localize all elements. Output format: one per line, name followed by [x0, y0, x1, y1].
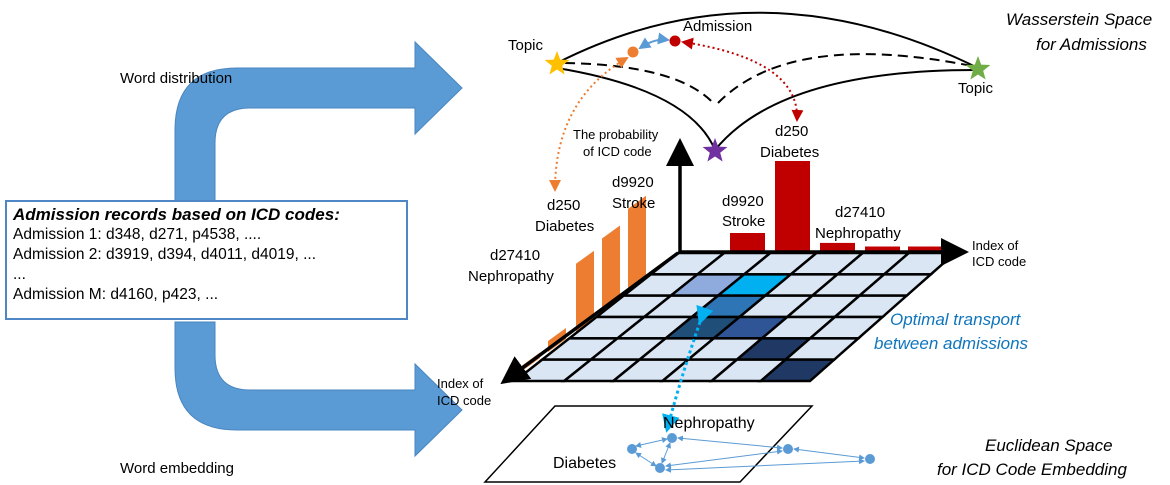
red-label-code-2: d27410 [835, 204, 885, 221]
red-label-name-0: Stroke [722, 213, 765, 230]
euclidean-title-1: Euclidean Space [985, 436, 1113, 455]
orange-label-code-1: d250 [547, 197, 580, 214]
transport-to-embedding-link [662, 304, 714, 433]
wasserstein-title-2: for Admissions [1036, 35, 1147, 54]
record-line: Admission 2: d3919, d394, d4011, d4019, … [13, 246, 317, 263]
topic-star-purple-icon [702, 138, 728, 162]
record-line: Admission M: d4160, p423, ... [13, 286, 219, 303]
orange-dotted-link [549, 56, 629, 192]
word-embedding-label: Word embedding [120, 460, 234, 477]
admission-distance-arrow [638, 32, 670, 50]
topic-left-label: Topic [508, 37, 544, 54]
orange-label-name-1: Diabetes [535, 218, 594, 235]
orange-label-code-0: d27410 [490, 247, 540, 264]
axis-x-left-label-1: Index of [437, 376, 484, 391]
embedding-plane [483, 405, 814, 483]
embedding-edge [635, 437, 668, 448]
topic-right-label: Topic [958, 80, 994, 97]
admission-point-orange [627, 46, 639, 58]
red-label-name-1: Diabetes [760, 144, 819, 161]
red-label-code-1: d250 [775, 123, 808, 140]
orange-label-name-2: Stroke [612, 195, 655, 212]
wasserstein-title-1: Wasserstein Space [1006, 10, 1152, 29]
topic-arc-top [556, 11, 979, 69]
transport-label-2: between admissions [874, 334, 1029, 353]
embedding-node [865, 454, 875, 464]
axis-x-left-label-2: ICD code [437, 393, 491, 408]
topic-star-yellow-icon [544, 51, 570, 75]
red-bar [865, 246, 900, 251]
record-line: ... [13, 266, 26, 283]
word-distribution-arrow [174, 40, 463, 206]
word-embedding-arrow [174, 321, 463, 458]
word-distribution-label: Word distribution [120, 70, 232, 87]
axis-x-left [500, 251, 680, 385]
orange-label-name-0: Nephropathy [468, 268, 554, 285]
red-dotted-link [681, 37, 804, 122]
red-bar [730, 233, 765, 251]
axis-x-right-label-1: Index of [972, 238, 1019, 253]
red-bar [908, 246, 943, 251]
embedding-edge [677, 435, 783, 451]
red-label-name-2: Nephropathy [815, 225, 901, 242]
embedding-edge [665, 458, 865, 473]
embedding-edge [793, 446, 865, 461]
orange-bar [576, 250, 594, 332]
axis-x-right-label-2: ICD code [972, 254, 1026, 269]
admission-label: Admission [683, 18, 752, 35]
red-label-code-0: d9920 [722, 193, 764, 210]
orange-label-code-2: d9920 [612, 174, 654, 191]
topic-star-green-icon [965, 56, 991, 80]
axis-y-label-2: of ICD code [583, 144, 652, 159]
geodesic-dashed-left [564, 62, 716, 106]
embedding-node-diabetes [627, 444, 637, 454]
records-title: Admission records based on ICD codes: [13, 205, 340, 224]
embedding-node-nephropathy [667, 433, 677, 443]
admission-records-box: Admission records based on ICD codes: Ad… [5, 200, 408, 320]
nephropathy-label: Nephropathy [663, 415, 755, 432]
red-bar [775, 161, 810, 251]
record-line: Admission 1: d348, d271, p4538, .... [13, 226, 262, 243]
euclidean-title-2: for ICD Code Embedding [937, 460, 1127, 479]
topic-arc-right [714, 69, 976, 151]
admission-point-red [669, 35, 681, 47]
embedding-node [655, 463, 665, 473]
axis-y-label-1: The probability [573, 127, 659, 142]
embedding-edge [635, 452, 657, 467]
embedding-node [783, 444, 793, 454]
red-bar [820, 242, 855, 251]
diabetes-label: Diabetes [553, 455, 616, 472]
transport-cell [757, 358, 838, 383]
orange-bar [602, 225, 620, 310]
transport-label-1: Optimal transport [890, 310, 1022, 329]
orange-bar [628, 195, 646, 288]
